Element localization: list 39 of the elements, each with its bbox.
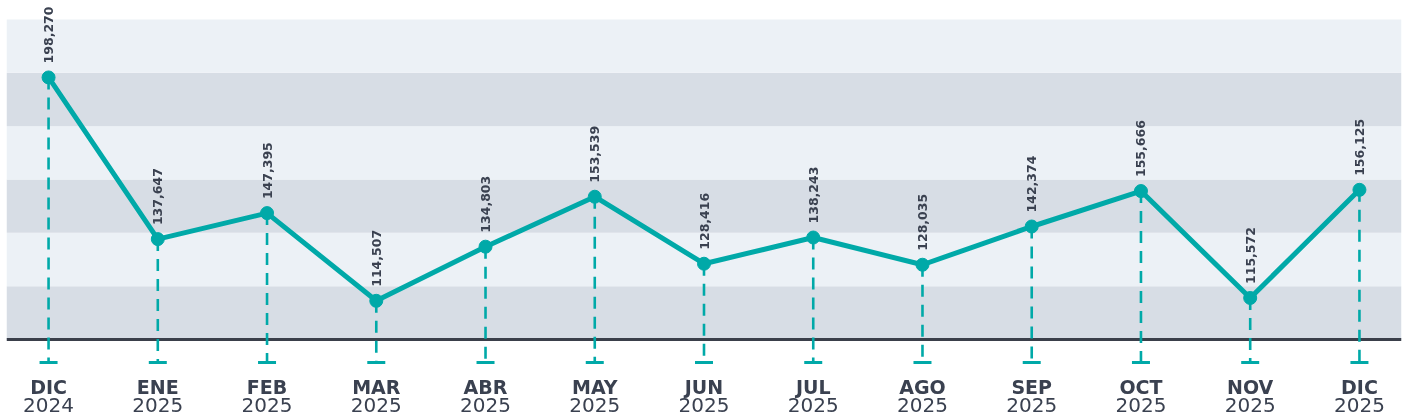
point — [150, 232, 165, 247]
category-label: ABR 2025 — [460, 375, 511, 412]
data-label: 147,395 — [259, 142, 275, 200]
point — [369, 293, 384, 308]
data-label: 128,416 — [696, 192, 712, 250]
point — [1133, 184, 1148, 199]
data-label: 138,243 — [805, 166, 821, 224]
category-label: DIC 2024 — [23, 375, 75, 412]
point — [806, 230, 821, 245]
point — [587, 189, 602, 204]
point — [1352, 182, 1367, 197]
category-label: DIC 2025 — [1333, 375, 1385, 412]
data-label: 128,035 — [914, 193, 930, 251]
category-label: MAY 2025 — [569, 375, 621, 412]
point — [1243, 290, 1258, 305]
point — [697, 256, 711, 271]
data-label: 114,507 — [368, 229, 384, 287]
category-label: FEB 2025 — [241, 375, 293, 412]
category-label: ENE 2025 — [132, 375, 184, 412]
data-label: 153,539 — [587, 125, 603, 183]
category-label: JUN 2025 — [678, 375, 730, 412]
data-label: 142,374 — [1024, 155, 1040, 213]
category-label: OCT 2025 — [1115, 375, 1167, 412]
category-label: JUL 2025 — [787, 375, 839, 412]
category-label: AGO 2025 — [897, 375, 948, 412]
point — [915, 257, 930, 272]
point — [41, 70, 56, 85]
data-label: 156,125 — [1351, 118, 1367, 176]
data-label: 137,647 — [150, 168, 166, 226]
point — [478, 239, 493, 254]
data-label: 155,666 — [1133, 119, 1149, 178]
category-label: MAR 2025 — [350, 375, 402, 412]
category-label: NOV 2025 — [1224, 375, 1276, 412]
data-label: 198,270 — [41, 6, 57, 64]
data-label: 134,803 — [478, 175, 494, 233]
data-label: 115,572 — [1242, 227, 1258, 284]
point — [260, 206, 275, 221]
point — [1024, 219, 1039, 234]
category-label: SEP 2025 — [1006, 375, 1058, 412]
